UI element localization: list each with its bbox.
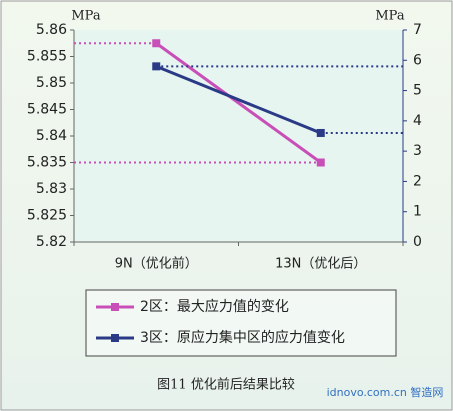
legend-label: 3区：原应力集中区的应力值变化 <box>140 329 345 346</box>
point <box>316 128 325 137</box>
series-line <box>155 42 322 164</box>
y2-tick-label: 0 <box>413 234 422 250</box>
series-line <box>155 64 322 135</box>
y-tick-label: 5.855 <box>27 49 67 65</box>
y2-tick-label: 7 <box>413 22 422 38</box>
y2-tick-label: 2 <box>413 173 422 189</box>
x-tick-label: 13N（优化后） <box>275 257 366 272</box>
x-tick-label: 9N（优化前） <box>115 256 198 272</box>
y2-tick-label: 3 <box>413 143 422 159</box>
legend-label: 2区：最大应力值的变化 <box>140 298 289 315</box>
y-tick-label: 5.82 <box>36 234 67 250</box>
y2-tick-label: 4 <box>413 113 422 129</box>
y-tick-label: 5.83 <box>36 181 67 197</box>
watermark: idnovo.com.cn 智造网 <box>327 385 444 399</box>
caption: 图11 优化前后结果比较 <box>157 377 295 393</box>
y2-axis-label: MPa <box>375 9 404 24</box>
point <box>152 39 161 48</box>
y2-tick-label: 1 <box>413 204 422 220</box>
y2-tick-label: 6 <box>413 52 422 68</box>
y-tick-label: 5.85 <box>36 75 67 91</box>
legend-marker <box>111 334 119 342</box>
y2-tick-label: 5 <box>413 83 422 99</box>
y-axis-label: MPa <box>71 9 100 24</box>
legend-marker <box>111 303 119 311</box>
y-tick-label: 5.86 <box>36 22 67 38</box>
y-tick-label: 5.84 <box>36 128 67 144</box>
plot-area <box>74 30 403 242</box>
point <box>316 158 325 167</box>
y-tick-label: 5.825 <box>27 208 67 224</box>
y-tick-label: 5.835 <box>27 155 67 171</box>
legend <box>85 289 397 357</box>
point <box>152 62 161 71</box>
y-tick-label: 5.845 <box>27 102 67 118</box>
